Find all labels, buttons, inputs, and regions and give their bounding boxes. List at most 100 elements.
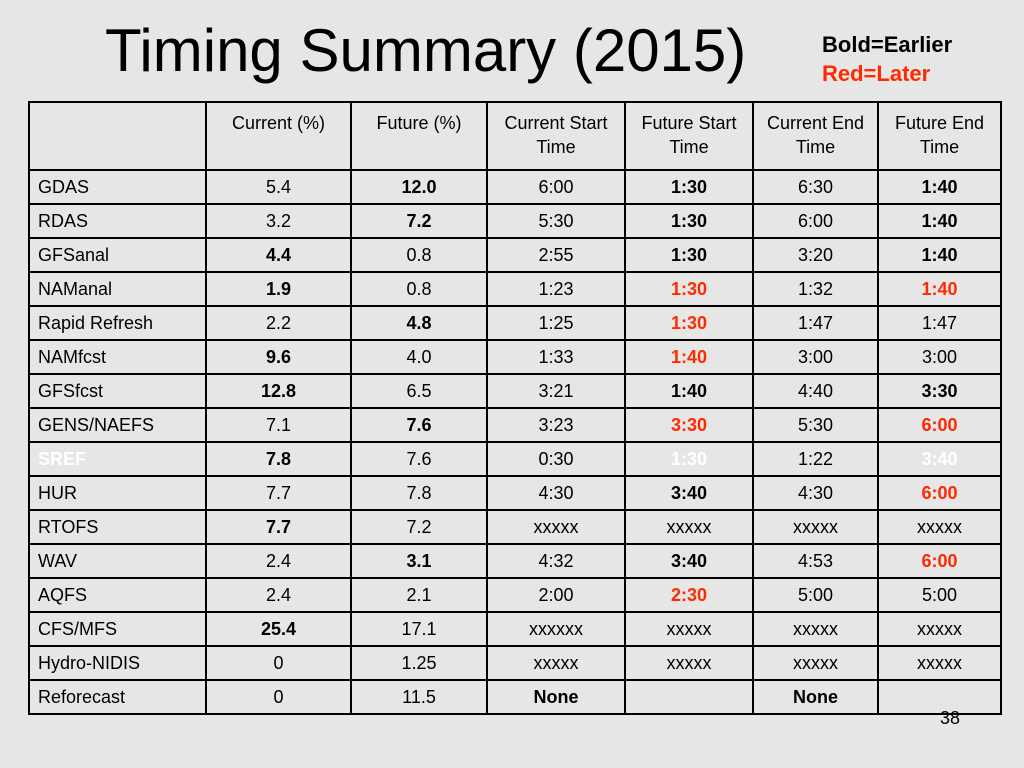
header-future-end-time: Future End Time — [877, 101, 1002, 171]
cell-future-percent: 0.8 — [350, 271, 488, 307]
table-row: HUR 7.7 7.8 4:30 3:40 4:30 6:00 — [28, 475, 1002, 511]
cell-current-end-time: 1:22 — [752, 441, 879, 477]
cell-future-start-time: xxxxx — [624, 611, 754, 647]
cell-future-percent: 11.5 — [350, 679, 488, 715]
cell-future-percent: 17.1 — [350, 611, 488, 647]
legend-red-later: Red=Later — [822, 61, 931, 86]
cell-row-label: GDAS — [28, 169, 207, 205]
cell-future-start-time: 1:40 — [624, 373, 754, 409]
cell-current-end-time: 4:40 — [752, 373, 879, 409]
cell-future-percent: 7.6 — [350, 441, 488, 477]
header-current-end-time: Current End Time — [752, 101, 879, 171]
cell-future-start-time: 1:30 — [624, 237, 754, 273]
cell-current-percent: 2.2 — [205, 305, 352, 341]
cell-future-percent: 12.0 — [350, 169, 488, 205]
cell-current-percent: 25.4 — [205, 611, 352, 647]
cell-future-percent: 0.8 — [350, 237, 488, 273]
cell-current-start-time: 2:55 — [486, 237, 626, 273]
cell-current-percent: 2.4 — [205, 543, 352, 579]
cell-current-end-time: 3:20 — [752, 237, 879, 273]
table-row: RTOFS 7.7 7.2 xxxxx xxxxx xxxxx xxxxx — [28, 509, 1002, 545]
cell-current-percent: 7.8 — [205, 441, 352, 477]
cell-future-percent: 7.2 — [350, 203, 488, 239]
cell-row-label: GENS/NAEFS — [28, 407, 207, 443]
cell-future-percent: 7.8 — [350, 475, 488, 511]
cell-future-end-time: 1:47 — [877, 305, 1002, 341]
table-row: Hydro-NIDIS 0 1.25 xxxxx xxxxx xxxxx xxxxx — [28, 645, 1002, 681]
cell-row-label: WAV — [28, 543, 207, 579]
cell-current-start-time: 6:00 — [486, 169, 626, 205]
cell-current-start-time: 4:30 — [486, 475, 626, 511]
cell-row-label: SREF — [28, 441, 207, 477]
cell-current-end-time: 4:30 — [752, 475, 879, 511]
cell-row-label: HUR — [28, 475, 207, 511]
cell-current-end-time: xxxxx — [752, 611, 879, 647]
cell-current-percent: 5.4 — [205, 169, 352, 205]
cell-current-end-time: 6:30 — [752, 169, 879, 205]
cell-future-end-time: 1:40 — [877, 203, 1002, 239]
table-row: WAV 2.4 3.1 4:32 3:40 4:53 6:00 — [28, 543, 1002, 579]
cell-row-label: Hydro-NIDIS — [28, 645, 207, 681]
cell-current-end-time: xxxxx — [752, 645, 879, 681]
cell-future-start-time: 2:30 — [624, 577, 754, 613]
cell-current-start-time: 1:25 — [486, 305, 626, 341]
cell-current-percent: 12.8 — [205, 373, 352, 409]
cell-row-label: GFSfcst — [28, 373, 207, 409]
header-row: Current (%) Future (%) Current Start Tim… — [28, 101, 1002, 171]
cell-current-start-time: 0:30 — [486, 441, 626, 477]
cell-future-percent: 4.8 — [350, 305, 488, 341]
table-row: NAMfcst 9.6 4.0 1:33 1:40 3:00 3:00 — [28, 339, 1002, 375]
cell-future-end-time: 3:00 — [877, 339, 1002, 375]
cell-current-end-time: None — [752, 679, 879, 715]
cell-future-start-time: 1:30 — [624, 169, 754, 205]
cell-future-percent: 3.1 — [350, 543, 488, 579]
cell-current-percent: 7.7 — [205, 475, 352, 511]
cell-future-end-time: 3:40 — [877, 441, 1002, 477]
cell-future-end-time: xxxxx — [877, 611, 1002, 647]
cell-current-start-time: 2:00 — [486, 577, 626, 613]
cell-current-percent: 4.4 — [205, 237, 352, 273]
cell-future-percent: 6.5 — [350, 373, 488, 409]
header-current-percent: Current (%) — [205, 101, 352, 171]
cell-current-start-time: 3:23 — [486, 407, 626, 443]
cell-future-percent: 4.0 — [350, 339, 488, 375]
cell-future-percent: 2.1 — [350, 577, 488, 613]
cell-current-end-time: 6:00 — [752, 203, 879, 239]
cell-future-end-time: 6:00 — [877, 407, 1002, 443]
cell-row-label: Reforecast — [28, 679, 207, 715]
header-future-percent: Future (%) — [350, 101, 488, 171]
cell-current-percent: 9.6 — [205, 339, 352, 375]
cell-future-start-time: 1:30 — [624, 441, 754, 477]
cell-row-label: GFSanal — [28, 237, 207, 273]
cell-current-percent: 7.7 — [205, 509, 352, 545]
cell-current-end-time: xxxxx — [752, 509, 879, 545]
cell-future-start-time: 1:30 — [624, 305, 754, 341]
cell-row-label: RTOFS — [28, 509, 207, 545]
table-row: GFSanal 4.4 0.8 2:55 1:30 3:20 1:40 — [28, 237, 1002, 273]
cell-current-end-time: 1:32 — [752, 271, 879, 307]
cell-current-percent: 0 — [205, 645, 352, 681]
legend: Bold=Earlier Red=Later — [822, 30, 952, 88]
cell-row-label: CFS/MFS — [28, 611, 207, 647]
table-row: GENS/NAEFS 7.1 7.6 3:23 3:30 5:30 6:00 — [28, 407, 1002, 443]
cell-current-end-time: 5:30 — [752, 407, 879, 443]
cell-current-end-time: 5:00 — [752, 577, 879, 613]
cell-current-start-time: xxxxxx — [486, 611, 626, 647]
cell-current-start-time: 1:33 — [486, 339, 626, 375]
cell-future-start-time: 1:30 — [624, 271, 754, 307]
cell-row-label: AQFS — [28, 577, 207, 613]
table-row: GFSfcst 12.8 6.5 3:21 1:40 4:40 3:30 — [28, 373, 1002, 409]
timing-table: Current (%) Future (%) Current Start Tim… — [28, 101, 1002, 715]
cell-future-start-time: 3:30 — [624, 407, 754, 443]
page-number: 38 — [940, 708, 961, 728]
cell-future-end-time: 6:00 — [877, 475, 1002, 511]
table-row: Rapid Refresh 2.2 4.8 1:25 1:30 1:47 1:47 — [28, 305, 1002, 341]
cell-current-percent: 7.1 — [205, 407, 352, 443]
cell-future-end-time: 1:40 — [877, 271, 1002, 307]
cell-current-end-time: 3:00 — [752, 339, 879, 375]
cell-future-end-time: 3:30 — [877, 373, 1002, 409]
cell-row-label: Rapid Refresh — [28, 305, 207, 341]
header-current-start-time: Current Start Time — [486, 101, 626, 171]
cell-future-start-time: 1:40 — [624, 339, 754, 375]
cell-future-end-time: 5:00 — [877, 577, 1002, 613]
